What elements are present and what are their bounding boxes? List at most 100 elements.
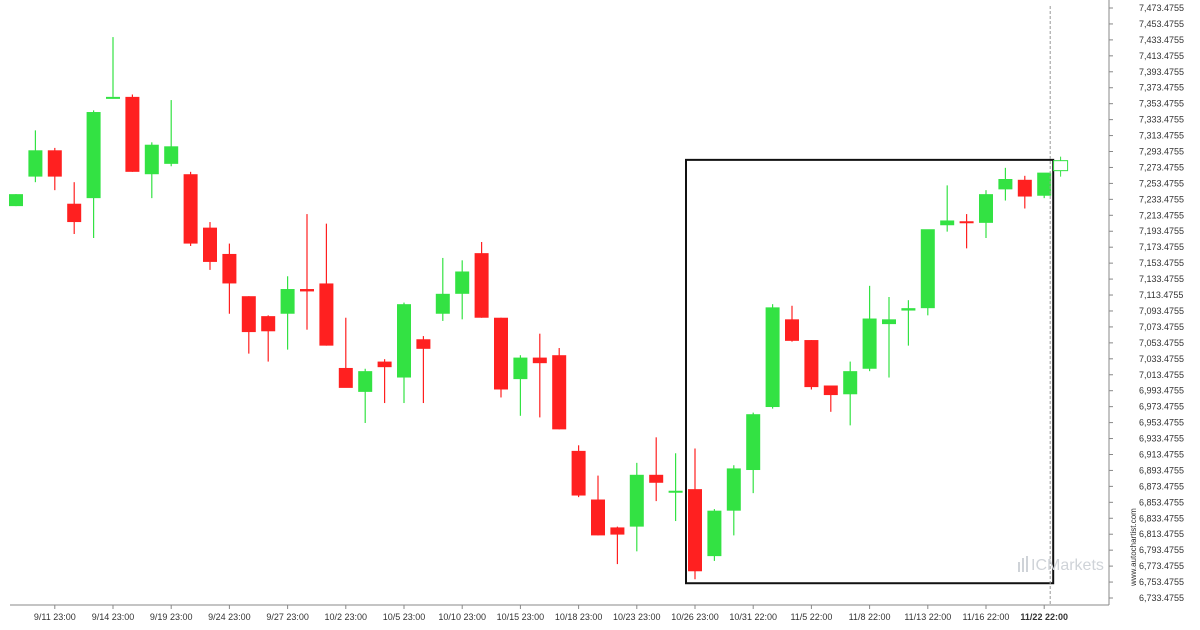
candle [571, 445, 586, 498]
candle-body [1017, 179, 1032, 197]
candle-body [280, 289, 295, 314]
y-tick-label: 6,953.4755 [1139, 418, 1184, 428]
y-tick-label: 7,093.4755 [1139, 306, 1184, 316]
candle-body [1037, 172, 1052, 196]
candle [144, 142, 159, 199]
x-tick-label: 11/8 22:00 [849, 612, 891, 622]
candle-body [494, 317, 508, 390]
x-tick-label: 10/18 23:00 [555, 612, 603, 622]
y-tick-label: 7,113.4755 [1139, 290, 1183, 300]
candle-body [474, 253, 489, 318]
candle [319, 223, 334, 346]
y-tick-label: 7,393.4755 [1139, 67, 1184, 77]
candle-body [241, 296, 256, 333]
candle [785, 305, 799, 342]
candle-body [940, 220, 955, 226]
candle-body [144, 144, 159, 175]
y-tick-label: 7,073.4755 [1139, 322, 1184, 332]
y-tick-label: 6,893.4755 [1139, 465, 1184, 475]
candle-body [629, 474, 644, 527]
y-tick-label: 6,973.4755 [1139, 402, 1184, 412]
candle [67, 182, 82, 235]
candle [843, 361, 858, 426]
y-tick-label: 6,993.4755 [1139, 386, 1184, 396]
x-tick-label: 9/27 23:00 [266, 612, 309, 622]
candle [203, 222, 217, 270]
candle-body [319, 283, 334, 346]
candle [222, 243, 237, 314]
brand-logo-icon [1018, 556, 1028, 572]
watermark: ICMarkets www.autochartist.com [1018, 508, 1138, 587]
y-tick-label: 7,353.4755 [1139, 99, 1184, 109]
candle-body [47, 150, 62, 177]
candle [9, 194, 23, 207]
y-tick-label: 6,793.4755 [1139, 545, 1184, 555]
candle [86, 110, 101, 239]
candle-body [901, 308, 916, 311]
candle-body [882, 319, 896, 325]
candle-body [397, 304, 411, 378]
y-tick-label: 7,473.4755 [1139, 3, 1184, 13]
candle [629, 462, 644, 552]
x-tick-label: 9/14 23:00 [92, 612, 135, 622]
candle-body [843, 371, 858, 395]
candle-body [377, 361, 392, 368]
x-tick-label: 11/16 22:00 [963, 612, 1010, 622]
x-tick-label: 9/24 23:00 [208, 612, 251, 622]
candle-body [125, 96, 140, 172]
candle [668, 453, 683, 522]
candle-body [707, 510, 722, 557]
candle-body [435, 293, 450, 314]
x-tick-label: 9/11 23:00 [34, 612, 76, 622]
candle-body [9, 194, 23, 207]
candle [610, 526, 625, 565]
y-tick-label: 6,853.4755 [1139, 497, 1184, 507]
candle-body [688, 489, 702, 572]
candle [47, 147, 62, 191]
candle-body [998, 179, 1013, 190]
candle [746, 412, 761, 494]
y-tick-label: 6,833.4755 [1139, 513, 1184, 523]
x-tick-label: 10/31 22:00 [729, 612, 777, 622]
y-tick-label: 6,933.4755 [1139, 434, 1184, 444]
x-tick-label: 10/26 23:00 [671, 612, 719, 622]
candle [532, 333, 547, 418]
candle [726, 465, 741, 536]
candle [513, 355, 528, 416]
candle-body [106, 96, 120, 99]
candle-body [823, 385, 838, 396]
candle-body [28, 150, 43, 177]
x-tick-label: 11/22 22:00 [1020, 612, 1068, 622]
candle [164, 100, 179, 167]
candle [765, 304, 780, 409]
candle-body [571, 450, 586, 496]
candle-body [455, 271, 470, 294]
y-tick-label: 7,313.4755 [1139, 131, 1184, 141]
candle-body [164, 146, 179, 164]
candle [920, 229, 935, 316]
candle-body [222, 253, 237, 284]
candle-body [804, 340, 819, 388]
y-tick-label: 6,873.4755 [1139, 481, 1184, 491]
y-tick-label: 7,373.4755 [1139, 83, 1184, 93]
y-tick-label: 7,333.4755 [1139, 115, 1184, 125]
y-tick-label: 6,773.4755 [1139, 561, 1184, 571]
y-tick-label: 7,413.4755 [1139, 51, 1184, 61]
candle-body [552, 355, 567, 430]
y-tick-label: 7,013.4755 [1139, 370, 1184, 380]
y-tick-label: 7,233.4755 [1139, 194, 1184, 204]
candle-body [862, 318, 877, 369]
y-tick-label: 7,193.4755 [1139, 226, 1184, 236]
y-tick-label: 7,433.4755 [1139, 35, 1184, 45]
candle-body [261, 316, 276, 332]
forming-candle-body [1053, 160, 1069, 172]
candle-body [86, 112, 101, 199]
candle [979, 190, 993, 239]
candle [300, 214, 314, 330]
candle-body [358, 371, 373, 392]
y-tick-label: 7,033.4755 [1139, 354, 1184, 364]
candle [591, 475, 605, 536]
candle [649, 437, 664, 502]
x-tick-label: 10/23 23:00 [613, 612, 661, 622]
